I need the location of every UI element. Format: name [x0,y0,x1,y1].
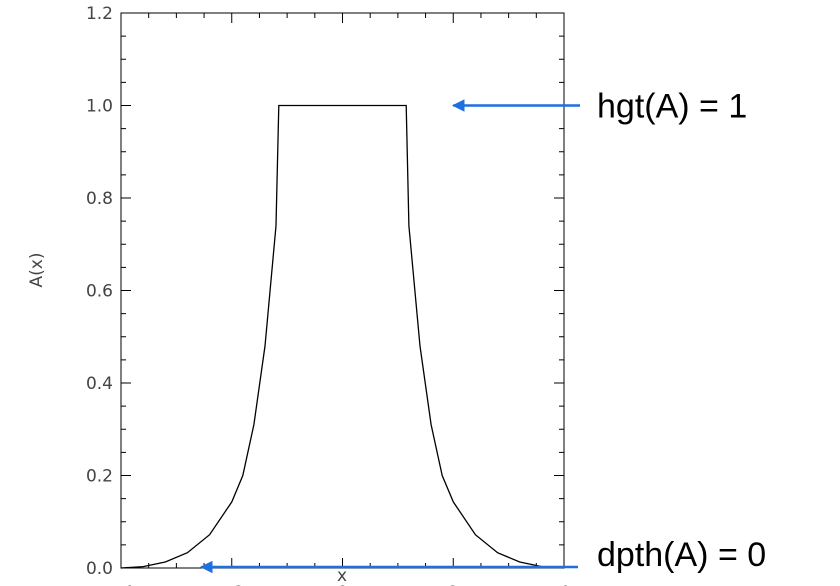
y-tick-label: 1.0 [86,97,113,117]
y-tick-label: 0.2 [86,467,113,487]
y-tick-label: 1.2 [86,4,113,24]
x-tick-label: −2 [219,583,244,586]
annotation-label-hgt: hgt(A) = 1 [597,88,747,126]
y-axis-title: A(x) [27,253,47,288]
y-tick-label: 0.6 [86,282,113,302]
x-tick-label: 4 [559,583,570,586]
plot-frame [120,12,565,569]
x-tick-label: 0 [337,583,348,586]
y-axis-ticks [121,12,564,569]
x-tick-label: 2 [448,583,459,586]
x-axis-title: x [337,566,347,586]
x-tick-label: −4 [108,583,133,586]
x-axis-tick-labels: −4 −2 0 2 4 [108,583,569,586]
y-tick-label: 0.4 [86,374,113,394]
y-axis-tick-labels: 0.0 0.2 0.4 0.6 0.8 1.0 1.2 [86,4,113,579]
y-tick-label: 0.8 [86,189,113,209]
annotation-label-dpth: dpth(A) = 0 [597,536,766,574]
x-axis-ticks [120,13,565,568]
y-tick-label: 0.0 [86,559,113,579]
series-line [120,104,565,569]
